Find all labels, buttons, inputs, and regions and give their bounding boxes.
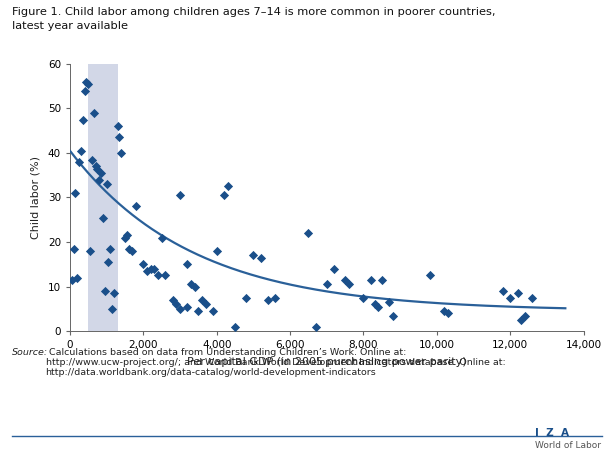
Point <box>98 214 108 221</box>
Point <box>223 183 233 190</box>
Point <box>128 247 137 255</box>
Point <box>256 254 266 262</box>
Point <box>373 303 383 310</box>
Point <box>150 265 159 272</box>
Point <box>498 287 508 295</box>
Point <box>208 307 218 315</box>
Point <box>89 109 98 117</box>
Point <box>107 305 117 313</box>
Point <box>76 147 86 155</box>
Point <box>114 133 124 141</box>
Point <box>344 280 354 288</box>
Point <box>516 316 526 324</box>
Point <box>139 261 148 268</box>
Point <box>87 156 97 163</box>
Point <box>94 176 104 184</box>
Point <box>142 267 152 275</box>
Text: World of Labor: World of Labor <box>535 441 601 450</box>
Point <box>117 149 126 157</box>
Point <box>513 289 522 297</box>
Point <box>69 245 78 253</box>
Point <box>72 274 82 281</box>
Point <box>91 163 100 170</box>
Point <box>440 307 449 315</box>
Point <box>197 296 207 304</box>
Point <box>109 289 119 297</box>
Bar <box>88 64 117 331</box>
Point <box>249 252 258 259</box>
Text: Source:: Source: <box>12 348 48 357</box>
Point <box>168 296 178 304</box>
Point <box>424 272 434 279</box>
Point <box>74 158 84 166</box>
Point <box>92 165 102 172</box>
Text: Calculations based on data from Understanding Children’s Work. Online at:
http:/: Calculations based on data from Understa… <box>46 348 505 377</box>
Point <box>175 305 185 313</box>
Point <box>263 296 273 304</box>
Point <box>161 272 170 279</box>
Point <box>201 301 210 308</box>
Point <box>330 265 339 272</box>
Point <box>219 192 229 199</box>
Point <box>359 294 368 301</box>
Point <box>303 229 313 237</box>
Point <box>112 123 122 130</box>
Point <box>71 189 80 197</box>
Point <box>157 234 167 241</box>
Point <box>100 287 109 295</box>
Text: Figure 1. Child labor among children ages 7–14 is more common in poorer countrie: Figure 1. Child labor among children age… <box>12 7 496 17</box>
Point <box>171 301 181 308</box>
Text: I  Z  A: I Z A <box>535 428 569 438</box>
Point <box>190 283 199 290</box>
Point <box>81 78 91 86</box>
Point <box>85 247 95 255</box>
Point <box>102 180 111 188</box>
Point <box>527 294 537 301</box>
Point <box>78 116 88 123</box>
Point <box>131 202 141 210</box>
Point <box>182 303 192 310</box>
Point <box>186 280 196 288</box>
Point <box>83 80 93 88</box>
Point <box>384 298 394 306</box>
Point <box>146 265 156 272</box>
Point <box>340 276 350 284</box>
Point <box>80 87 89 95</box>
Point <box>175 192 185 199</box>
Point <box>271 294 280 301</box>
Point <box>322 280 332 288</box>
Point <box>370 301 379 308</box>
Point <box>120 234 130 241</box>
Point <box>366 276 376 284</box>
Point <box>377 276 387 284</box>
Point <box>193 307 203 315</box>
Point <box>182 261 192 268</box>
Point <box>105 245 115 253</box>
X-axis label: Per capital GDP (in 2005 purchasing power parity): Per capital GDP (in 2005 purchasing powe… <box>187 357 466 367</box>
Point <box>520 312 530 319</box>
Point <box>122 232 132 239</box>
Y-axis label: Child labor (%): Child labor (%) <box>31 156 41 239</box>
Point <box>241 294 251 301</box>
Point <box>103 258 113 266</box>
Point <box>124 245 134 253</box>
Point <box>67 276 77 284</box>
Point <box>388 312 398 319</box>
Point <box>212 247 221 255</box>
Point <box>153 272 163 279</box>
Point <box>505 294 515 301</box>
Point <box>443 309 453 317</box>
Point <box>311 323 320 331</box>
Point <box>96 169 106 177</box>
Point <box>230 323 240 331</box>
Text: latest year available: latest year available <box>12 21 128 31</box>
